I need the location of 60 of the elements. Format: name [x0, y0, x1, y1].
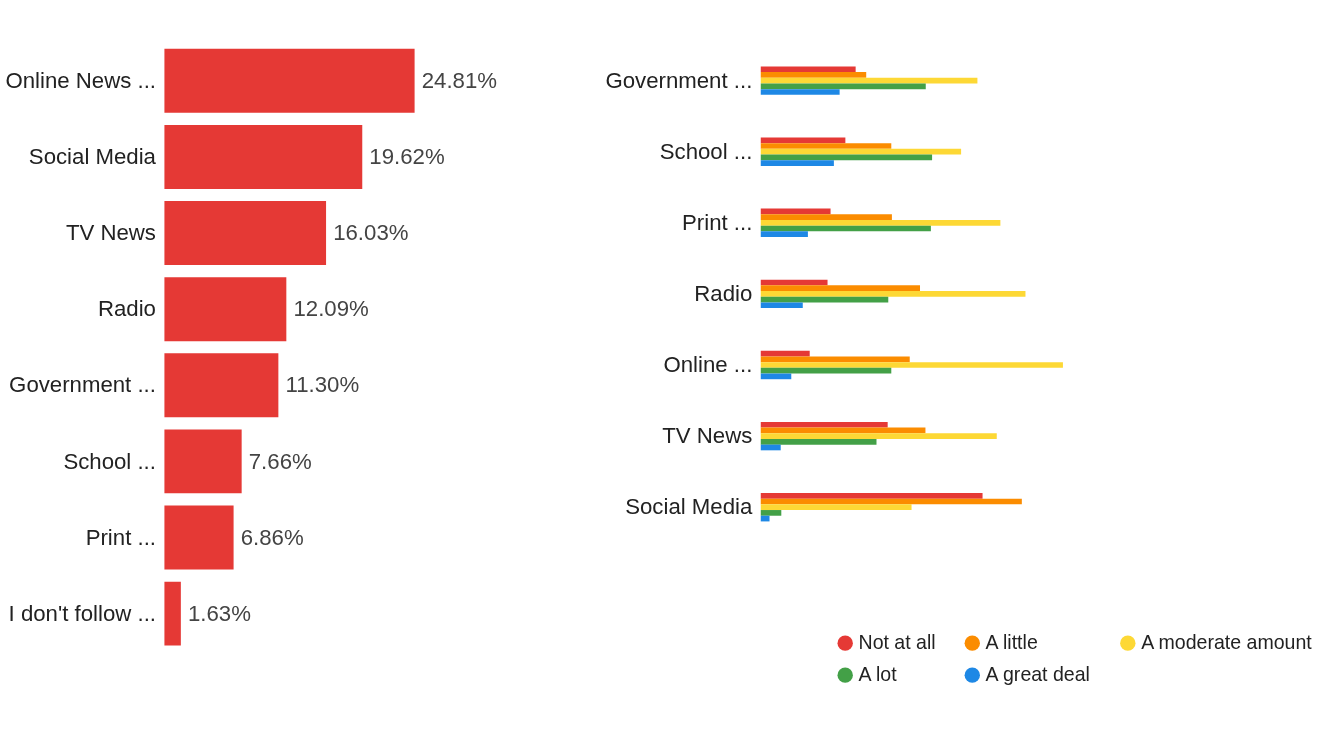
y-tick-label: I don't follow ... — [8, 600, 156, 626]
data-label: 11.30% — [285, 372, 360, 398]
y-tick-label: TV News — [65, 220, 156, 246]
bar — [760, 515, 770, 522]
y-tick-label: Social Media — [625, 494, 753, 520]
y-tick-label: Online News ... — [5, 67, 156, 93]
legend-label: Not at all — [858, 631, 936, 654]
bar — [164, 201, 327, 266]
data-label: 6.86% — [240, 524, 304, 550]
y-tick-label: Print ... — [681, 209, 753, 235]
bar — [760, 433, 997, 439]
bar — [760, 72, 867, 78]
bar — [760, 421, 888, 428]
bar — [164, 124, 363, 189]
bar — [164, 353, 279, 418]
data-label: 12.09% — [293, 296, 369, 322]
y-tick-label: Radio — [694, 281, 753, 307]
bar — [760, 291, 1026, 297]
bar — [760, 66, 856, 73]
bar — [760, 367, 892, 374]
bar — [164, 429, 242, 494]
bar — [164, 277, 287, 342]
bar — [164, 505, 234, 570]
bar — [760, 492, 983, 499]
y-tick-label: Government ... — [9, 372, 156, 398]
y-tick-label: School ... — [659, 138, 753, 164]
legend-label: A lot — [858, 663, 898, 686]
bar — [760, 362, 1063, 368]
data-label: 16.03% — [333, 220, 409, 246]
y-tick-label: School ... — [63, 448, 156, 474]
bar — [760, 148, 962, 155]
bar — [760, 302, 803, 309]
legend-label: A great deal — [985, 663, 1090, 686]
legend-label: A moderate amount — [1141, 631, 1313, 654]
data-label: 19.62% — [369, 144, 445, 170]
bar — [760, 285, 920, 292]
bar — [760, 231, 808, 238]
y-tick-label: Government ... — [605, 67, 753, 93]
y-tick-label: Online ... — [663, 352, 753, 378]
bar — [760, 89, 840, 95]
data-label: 1.63% — [187, 600, 251, 626]
y-tick-label: Print ... — [85, 524, 156, 550]
bar — [760, 214, 892, 220]
bar — [760, 504, 912, 511]
bar — [760, 438, 877, 445]
data-label: 7.66% — [248, 448, 312, 474]
y-tick-label: Radio — [97, 296, 156, 322]
bar — [760, 137, 846, 144]
y-tick-label: TV News — [662, 423, 753, 449]
legend-label: A little — [985, 631, 1038, 654]
bar — [164, 581, 181, 646]
y-tick-label: Social Media — [28, 144, 157, 170]
bar — [760, 83, 926, 90]
bar — [760, 356, 910, 363]
bar — [164, 48, 415, 113]
bar — [760, 143, 892, 149]
bar — [760, 160, 834, 166]
data-label: 24.81% — [421, 67, 498, 93]
bar — [760, 219, 1001, 226]
bar — [760, 510, 782, 516]
